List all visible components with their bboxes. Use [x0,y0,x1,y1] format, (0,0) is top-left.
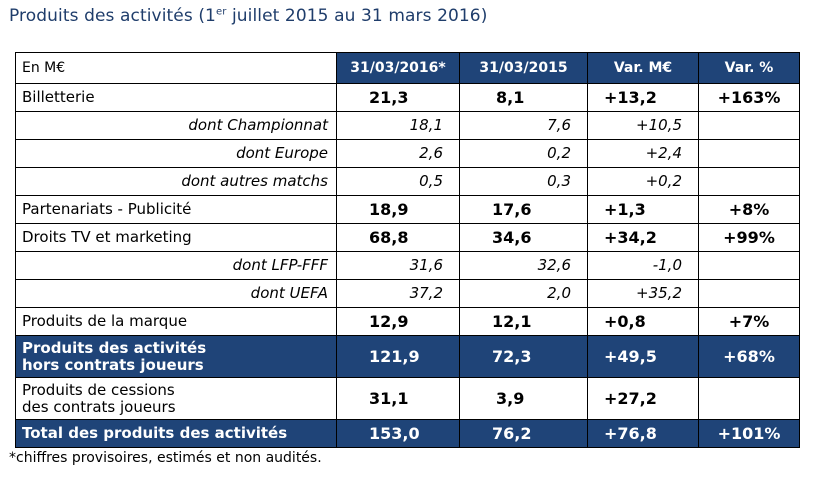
cell-2015: 7,6 [459,111,588,140]
row-label: Total des produits des activités [15,419,337,448]
cell-pct-empty [698,167,800,196]
table-row: dont Europe 2,6 0,2 +2,4 [15,139,800,168]
row-label: dont UEFA [15,279,337,308]
cell-2016: 21,3 [336,83,460,112]
table-row: Droits TV et marketing 68,8 34,6 +34,2 +… [15,223,800,252]
cell-2016: 37,2 [336,279,460,308]
cell-2015: 72,3 [459,335,588,378]
cell-var: +35,2 [587,279,699,308]
header-col-2015: 31/03/2015 [459,52,588,84]
table-row: Billetterie 21,3 8,1 +13,2 +163% [15,83,800,112]
cell-2016: 31,6 [336,251,460,280]
cell-pct: +8% [698,195,800,224]
cell-2015: 3,9 [459,377,588,420]
row-label: dont Championnat [15,111,337,140]
table-row: Produits de cessions des contrats joueurs… [15,377,800,420]
cell-var: +10,5 [587,111,699,140]
row-label: Droits TV et marketing [15,223,337,252]
row-label: dont LFP-FFF [15,251,337,280]
row-label: Produits de la marque [15,307,337,336]
header-unit: En M€ [15,52,337,84]
cell-2016: 153,0 [336,419,460,448]
table-row: Produits de la marque 12,9 12,1 +0,8 +7% [15,307,800,336]
cell-2015: 0,3 [459,167,588,196]
table-row: dont Championnat 18,1 7,6 +10,5 [15,111,800,140]
row-label: Billetterie [15,83,337,112]
cell-var: +2,4 [587,139,699,168]
cell-pct: +163% [698,83,800,112]
cell-2015: 17,6 [459,195,588,224]
table-header-row: En M€ 31/03/2016* 31/03/2015 Var. M€ Var… [15,52,800,84]
row-label: dont Europe [15,139,337,168]
cell-var: +27,2 [587,377,699,420]
cell-2015: 2,0 [459,279,588,308]
cell-pct: +68% [698,335,800,378]
cell-pct: +101% [698,419,800,448]
row-label: Produits des activités hors contrats joue… [15,335,337,378]
cell-2016: 12,9 [336,307,460,336]
cell-2016: 0,5 [336,167,460,196]
table-row-total: Total des produits des activités 153,0 7… [15,419,800,448]
cell-var: +1,3 [587,195,699,224]
row-label: Produits de cessions des contrats joueurs [15,377,337,420]
cell-2016: 31,1 [336,377,460,420]
table-row: dont LFP-FFF 31,6 32,6 -1,0 [15,251,800,280]
cell-var: +76,8 [587,419,699,448]
cell-var: +13,2 [587,83,699,112]
revenue-table: En M€ 31/03/2016* 31/03/2015 Var. M€ Var… [15,52,800,448]
cell-pct: +7% [698,307,800,336]
cell-var: +49,5 [587,335,699,378]
cell-2016: 68,8 [336,223,460,252]
cell-var: +0,8 [587,307,699,336]
header-col-var-pct: Var. % [698,52,800,84]
cell-2015: 32,6 [459,251,588,280]
cell-2015: 8,1 [459,83,588,112]
row-label: Partenariats - Publicité [15,195,337,224]
cell-2016: 18,1 [336,111,460,140]
cell-pct: +99% [698,223,800,252]
header-col-var-meur: Var. M€ [587,52,699,84]
cell-2016: 121,9 [336,335,460,378]
row-label: dont autres matchs [15,167,337,196]
header-col-2016: 31/03/2016* [336,52,460,84]
cell-pct-empty [698,111,800,140]
cell-pct-empty [698,251,800,280]
cell-pct-empty [698,279,800,308]
cell-var: +34,2 [587,223,699,252]
cell-pct-empty [698,139,800,168]
cell-var: -1,0 [587,251,699,280]
table-row: Partenariats - Publicité 18,9 17,6 +1,3 … [15,195,800,224]
cell-pct-empty [698,377,800,420]
footnote: *chiffres provisoires, estimés et non au… [9,450,322,466]
cell-2015: 34,6 [459,223,588,252]
cell-2015: 12,1 [459,307,588,336]
page-title: Produits des activités (1er juillet 2015… [9,6,488,26]
table-row: dont UEFA 37,2 2,0 +35,2 [15,279,800,308]
cell-var: +0,2 [587,167,699,196]
cell-2015: 0,2 [459,139,588,168]
cell-2016: 18,9 [336,195,460,224]
cell-2016: 2,6 [336,139,460,168]
table-row-subtotal: Produits des activités hors contrats joue… [15,335,800,378]
cell-2015: 76,2 [459,419,588,448]
table-row: dont autres matchs 0,5 0,3 +0,2 [15,167,800,196]
